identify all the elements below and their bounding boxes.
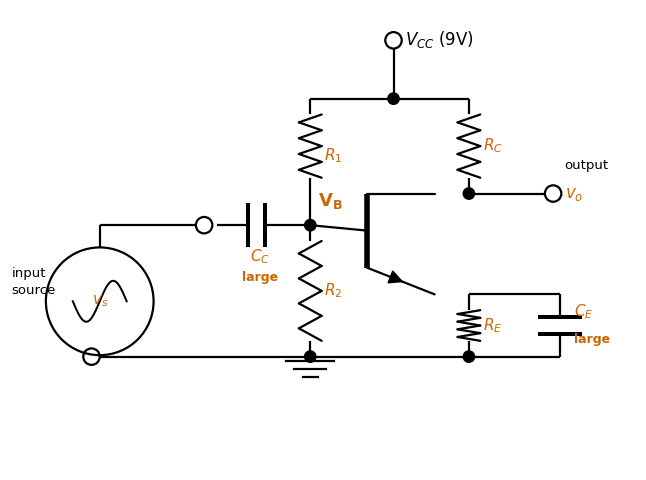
Text: $C_C$: $C_C$: [249, 247, 269, 266]
Text: $C_E$: $C_E$: [574, 302, 593, 321]
Text: output: output: [565, 158, 609, 171]
Circle shape: [304, 351, 316, 362]
Text: $R_2$: $R_2$: [324, 282, 342, 300]
Text: $\mathbf{V_B}$: $\mathbf{V_B}$: [318, 191, 342, 211]
Circle shape: [388, 93, 399, 104]
Text: $R_1$: $R_1$: [324, 146, 342, 165]
Text: $v_o$: $v_o$: [565, 184, 583, 203]
Text: $v_s$: $v_s$: [92, 293, 108, 309]
Circle shape: [463, 351, 475, 362]
Circle shape: [463, 188, 475, 199]
Text: $\mathbf{\mathit{V_{CC}}}$ (9V): $\mathbf{\mathit{V_{CC}}}$ (9V): [405, 29, 474, 49]
Text: $R_C$: $R_C$: [483, 137, 503, 156]
Circle shape: [304, 219, 316, 231]
Text: large: large: [242, 271, 278, 284]
Text: $R_E$: $R_E$: [483, 316, 502, 335]
Text: large: large: [574, 333, 610, 346]
Text: input
source: input source: [12, 267, 56, 297]
Polygon shape: [388, 271, 402, 283]
